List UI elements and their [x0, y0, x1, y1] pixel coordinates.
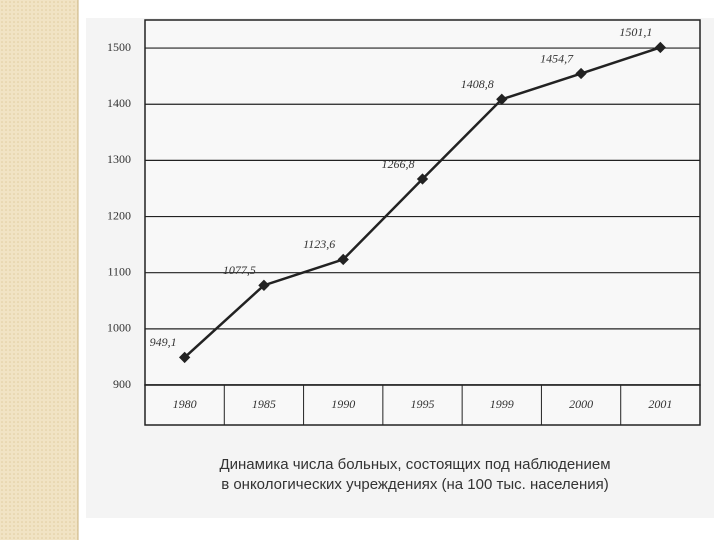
value-label: 1454,7 — [540, 51, 574, 65]
value-label: 1123,6 — [303, 237, 335, 251]
y-tick-label: 900 — [113, 377, 131, 391]
y-tick-label: 1200 — [107, 208, 131, 222]
marker — [337, 253, 349, 266]
x-tick-label: 2000 — [569, 397, 593, 411]
value-label: 1501,1 — [619, 25, 652, 39]
y-tick-label: 1000 — [107, 321, 131, 335]
x-tick-label: 1990 — [331, 397, 355, 411]
plot-area — [144, 19, 701, 386]
marker — [654, 41, 667, 54]
marker — [416, 173, 429, 185]
marker — [258, 279, 270, 291]
x-tick-label: 1985 — [252, 397, 276, 411]
marker — [178, 351, 191, 364]
y-tick-label: 1100 — [107, 264, 131, 278]
value-label: 949,1 — [150, 335, 177, 349]
x-tick-label: 1980 — [173, 397, 197, 411]
x-tick-label: 2001 — [648, 397, 672, 411]
value-label: 1266,8 — [382, 157, 415, 171]
caption: Динамика числа больных, состоящих под на… — [219, 456, 610, 473]
caption: в онкологических учреждениях (на 100 тыс… — [221, 476, 609, 493]
side-strip — [0, 0, 78, 540]
x-tick-label: 1995 — [411, 397, 435, 411]
value-label: 1408,8 — [461, 77, 494, 91]
y-tick-label: 1500 — [107, 40, 131, 54]
y-tick-label: 1300 — [107, 152, 131, 166]
value-label: 1077,5 — [223, 263, 256, 277]
category-row — [144, 384, 701, 426]
y-tick-label: 1400 — [107, 96, 131, 110]
x-tick-label: 1999 — [490, 397, 514, 411]
